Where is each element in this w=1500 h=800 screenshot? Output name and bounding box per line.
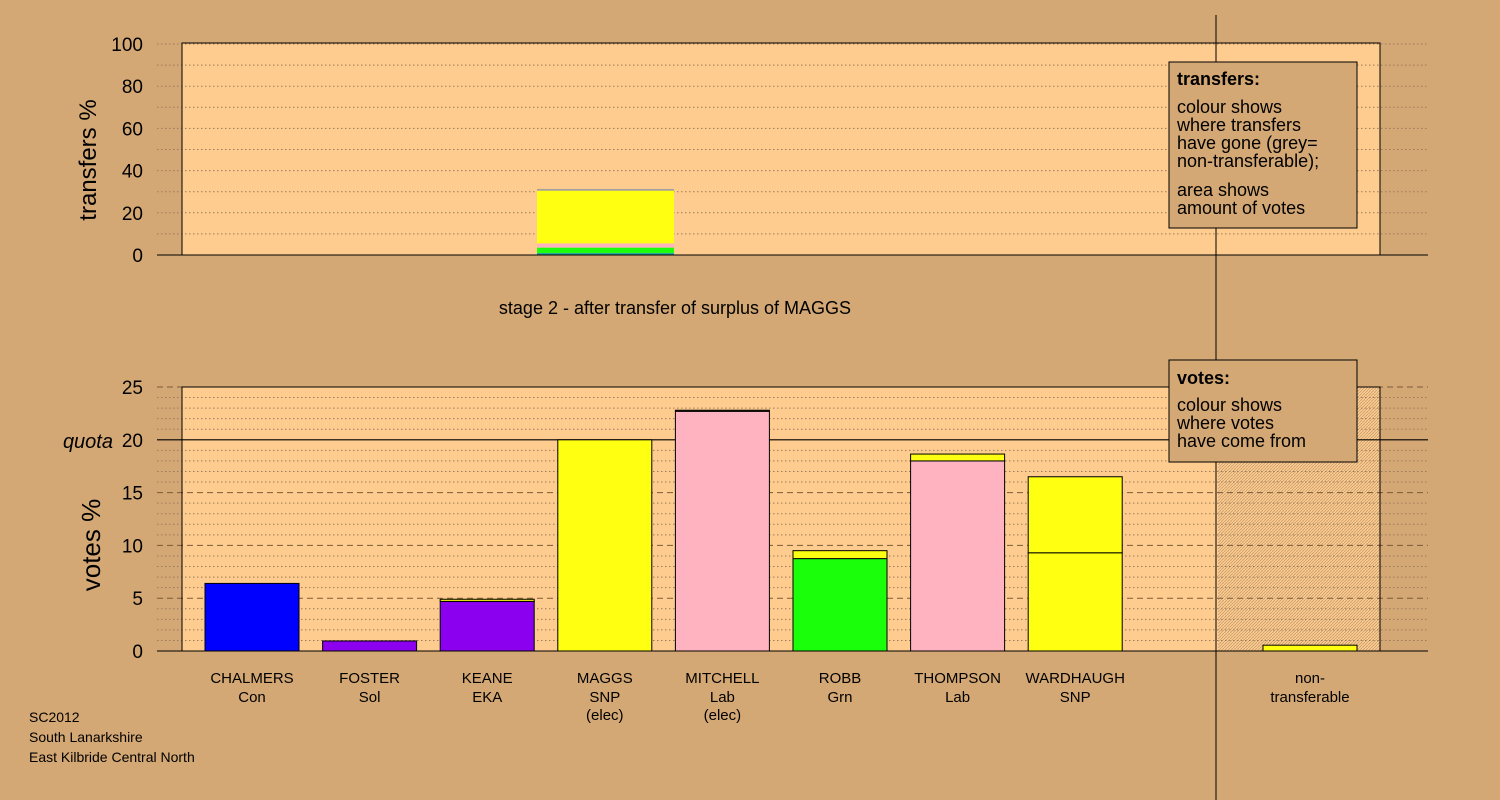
votes-legend-line: where votes (1176, 413, 1274, 433)
footer-council: South Lanarkshire (29, 729, 143, 745)
candidate-party: EKA (472, 689, 502, 706)
y-tick-label: 15 (122, 484, 143, 505)
candidate-status: (elec) (586, 707, 624, 724)
vote-segment-mitchell (674, 409, 770, 412)
footer-ward: East Kilbride Central North (29, 749, 195, 765)
candidate-name: KEANE (462, 670, 513, 687)
transfers-legend-heading: transfers: (1177, 69, 1260, 89)
votes-legend-heading: votes: (1177, 368, 1230, 388)
transfers-legend-line: non-transferable); (1177, 151, 1319, 171)
votes-bars (204, 409, 1358, 652)
candidate-name: FOSTER (339, 670, 400, 687)
votes-legend: votes: colour shows where votes have com… (1168, 359, 1358, 463)
vote-segment-thompson (910, 453, 1006, 462)
transfers-y-ticks: 0 20 40 60 80 100 (111, 35, 143, 267)
transfer-segment-maggs (537, 243, 674, 248)
y-tick-label: 40 (122, 162, 143, 183)
vote-segment-chalmers (204, 582, 300, 652)
candidate-labels: CHALMERSConFOSTERSolKEANEEKAMAGGSSNP(ele… (210, 670, 1349, 724)
vote-segment-thompson (910, 460, 1006, 652)
candidate-name: ROBB (819, 670, 862, 687)
vote-segment-wardhaugh (1027, 476, 1123, 554)
candidate-status: (elec) (704, 707, 742, 724)
vote-segment-foster (322, 640, 418, 652)
votes-y-ticks: 0 5 10 15 20 25 (122, 378, 143, 663)
votes-plot-border (181, 386, 1381, 652)
transfer-segment-maggs (537, 188, 674, 191)
y-tick-label: 0 (132, 642, 143, 663)
vote-segment-robb (792, 550, 888, 560)
vote-segment-keane (439, 598, 535, 602)
transfer-segment-maggs (537, 247, 674, 253)
candidate-party: SNP (1060, 689, 1091, 706)
non-transferable-label: non- (1295, 670, 1325, 687)
transfer-segment-maggs (537, 252, 674, 255)
y-tick-label: 20 (122, 431, 143, 452)
y-tick-label: 10 (122, 536, 143, 557)
transfers-legend-line: where transfers (1176, 115, 1301, 135)
candidate-name: CHALMERS (210, 670, 293, 687)
votes-legend-box (1168, 359, 1358, 463)
footer-election: SC2012 (29, 709, 80, 725)
candidate-party: Lab (710, 689, 735, 706)
transfers-legend-line: have gone (grey= (1177, 133, 1318, 153)
vote-segment-mitchell (674, 410, 770, 652)
candidate-party: SNP (589, 689, 620, 706)
candidate-party: Con (238, 689, 266, 706)
candidate-party: Sol (359, 689, 381, 706)
transfers-legend-line: colour shows (1177, 97, 1282, 117)
transfers-legend-box (1168, 61, 1358, 229)
transfers-y-axis-label: transfers % (75, 99, 102, 220)
vote-segment-maggs (557, 439, 653, 652)
transfers-legend-line: area shows (1177, 180, 1269, 200)
y-tick-label: 0 (132, 246, 143, 267)
candidate-name: THOMPSON (914, 670, 1001, 687)
transfers-legend-line: amount of votes (1177, 198, 1305, 218)
stage-title: stage 2 - after transfer of surplus of M… (499, 298, 851, 318)
vote-segment-wardhaugh (1027, 552, 1123, 652)
transfers-legend: transfers: colour shows where transfers … (1168, 61, 1358, 229)
candidate-name: MITCHELL (685, 670, 759, 687)
quota-label: quota (63, 431, 113, 453)
candidate-party: Lab (945, 689, 970, 706)
y-tick-label: 5 (132, 589, 143, 610)
transfers-plot-border (181, 42, 1381, 256)
vote-segment-robb (792, 558, 888, 652)
votes-y-axis-label: votes % (76, 499, 106, 592)
candidate-name: MAGGS (577, 670, 633, 687)
y-tick-label: 25 (122, 378, 143, 399)
y-tick-label: 20 (122, 204, 143, 225)
non-transferable-bar (1262, 644, 1358, 652)
transfer-segment-maggs (537, 190, 674, 244)
transfers-bars (537, 188, 674, 255)
y-tick-label: 80 (122, 77, 143, 98)
y-tick-label: 60 (122, 119, 143, 140)
footer-info: SC2012 South Lanarkshire East Kilbride C… (29, 707, 195, 767)
candidate-party: Grn (827, 689, 852, 706)
non-transferable-label: transferable (1270, 689, 1349, 706)
votes-legend-line: have come from (1177, 431, 1306, 451)
y-tick-label: 100 (111, 35, 143, 56)
vote-segment-keane (439, 600, 535, 652)
votes-legend-line: colour shows (1177, 395, 1282, 415)
candidate-name: WARDHAUGH (1025, 670, 1124, 687)
